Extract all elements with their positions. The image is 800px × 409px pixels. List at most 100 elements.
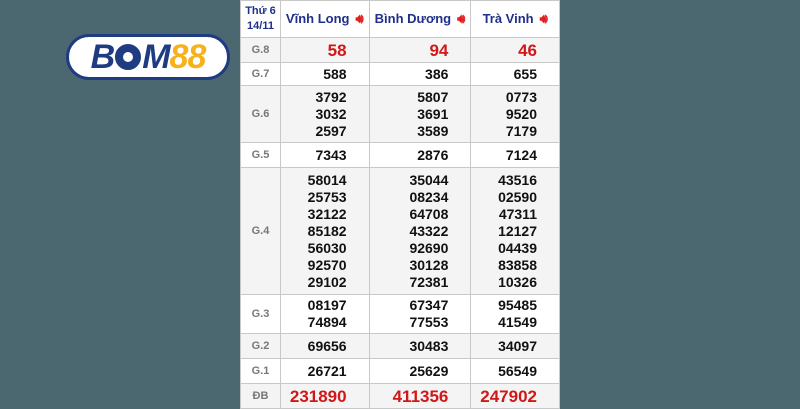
lottery-results-table: Thứ 6 14/11 Vĩnh Long 🔊︎ Bình Dương 🔊︎ Trà … xyxy=(240,0,560,409)
prize-number: 29102 xyxy=(307,273,347,290)
prize-cell: 231890 xyxy=(280,383,370,409)
table-row: G.3 08197 74894 67347 77553 95485 41549 xyxy=(240,294,560,334)
prize-number: 2876 xyxy=(417,146,449,163)
prize-number: 46 xyxy=(518,40,537,60)
prize-number: 30483 xyxy=(409,337,449,354)
province-binh-duong[interactable]: Bình Dương 🔊︎ xyxy=(368,0,472,38)
prize-number: 08197 xyxy=(307,297,347,313)
prize-cell: 58014 25753 32122 85182 56030 92570 29102 xyxy=(280,167,370,295)
prize-number: 34097 xyxy=(498,337,537,354)
prize-cell: 247902 xyxy=(470,383,560,409)
prize-number: 43516 xyxy=(498,171,537,188)
prize-number: 3589 xyxy=(417,122,449,139)
table-row: G.4 58014 25753 32122 85182 56030 92570 29102 35… xyxy=(240,167,560,295)
table-row: G.1 26721 25629 56549 xyxy=(240,358,560,384)
province-vinh-long[interactable]: Vĩnh Long 🔊︎ xyxy=(280,0,370,38)
province-tra-vinh[interactable]: Trà Vinh 🔊︎ xyxy=(470,0,560,38)
prize-cell: 08197 74894 xyxy=(280,294,370,334)
table-row: G.6 3792 3032 2597 5807 3691 3589 0773 9520 7179 xyxy=(240,85,560,143)
prize-number: 247902 xyxy=(480,386,537,406)
prize-number: 02590 xyxy=(498,188,537,205)
prize-number: 26721 xyxy=(307,362,347,379)
speaker-icon[interactable]: 🔊︎ xyxy=(355,11,364,26)
prize-label: G.8 xyxy=(240,37,281,63)
prize-number: 411356 xyxy=(392,386,449,406)
prize-cell: 58 xyxy=(280,37,370,63)
prize-number: 64708 xyxy=(409,205,449,222)
prize-number: 92690 xyxy=(409,239,449,256)
prize-cell: 34097 xyxy=(470,333,560,359)
prize-number: 7343 xyxy=(315,146,347,163)
prize-number: 67347 xyxy=(409,297,449,313)
prize-number: 08234 xyxy=(409,188,449,205)
prize-number: 386 xyxy=(425,65,449,82)
speaker-icon[interactable]: 🔊︎ xyxy=(457,11,466,26)
prize-label: ĐB xyxy=(240,383,281,409)
prize-cell: 30483 xyxy=(368,333,472,359)
prize-number: 2597 xyxy=(315,122,347,139)
prize-number: 3691 xyxy=(417,105,449,122)
prize-cell: 386 xyxy=(368,62,472,86)
table-row: G.8 58 94 46 xyxy=(240,37,560,63)
draw-date: Thứ 6 14/11 xyxy=(240,0,281,38)
prize-number: 94 xyxy=(429,40,449,60)
prize-label: G.7 xyxy=(240,62,281,86)
speaker-icon[interactable]: 🔊︎ xyxy=(539,11,548,26)
prize-cell: 95485 41549 xyxy=(470,294,560,334)
prize-cell: 35044 08234 64708 43322 92690 30128 72381 xyxy=(368,167,472,295)
prize-number: 41549 xyxy=(498,314,537,330)
prize-number: 0773 xyxy=(505,88,537,105)
prize-number: 92570 xyxy=(307,256,347,273)
prize-cell: 0773 9520 7179 xyxy=(470,85,560,143)
bom88-logo: B M 88 xyxy=(66,34,230,80)
soccer-ball-icon xyxy=(115,44,142,70)
prize-cell: 56549 xyxy=(470,358,560,384)
prize-number: 10326 xyxy=(498,273,537,290)
prize-cell: 69656 xyxy=(280,333,370,359)
prize-cell: 46 xyxy=(470,37,560,63)
table-row: ĐB 231890 411356 247902 xyxy=(240,383,560,409)
prize-number: 25629 xyxy=(409,362,449,379)
prize-number: 58 xyxy=(327,40,347,60)
prize-number: 25753 xyxy=(307,188,347,205)
prize-number: 231890 xyxy=(289,386,347,406)
prize-cell: 25629 xyxy=(368,358,472,384)
prize-cell: 7343 xyxy=(280,142,370,168)
prize-number: 3792 xyxy=(315,88,347,105)
prize-number: 85182 xyxy=(307,222,347,239)
prize-number: 30128 xyxy=(409,256,449,273)
prize-number: 77553 xyxy=(409,314,449,330)
prize-cell: 655 xyxy=(470,62,560,86)
prize-cell: 67347 77553 xyxy=(368,294,472,334)
prize-number: 69656 xyxy=(307,337,347,354)
prize-label: G.1 xyxy=(240,358,281,384)
prize-number: 56549 xyxy=(498,362,537,379)
table-row: G.7 588 386 655 xyxy=(240,62,560,86)
prize-number: 43322 xyxy=(409,222,449,239)
table-row: G.5 7343 2876 7124 xyxy=(240,142,560,168)
prize-number: 74894 xyxy=(307,314,347,330)
prize-cell: 7124 xyxy=(470,142,560,168)
prize-cell: 26721 xyxy=(280,358,370,384)
table-row: G.2 69656 30483 34097 xyxy=(240,333,560,359)
prize-cell: 588 xyxy=(280,62,370,86)
prize-cell: 3792 3032 2597 xyxy=(280,85,370,143)
prize-number: 83858 xyxy=(498,256,537,273)
prize-cell: 43516 02590 47311 12127 04439 83858 10326 xyxy=(470,167,560,295)
prize-number: 12127 xyxy=(498,222,537,239)
prize-label: G.4 xyxy=(240,167,281,295)
prize-number: 5807 xyxy=(417,88,449,105)
prize-number: 04439 xyxy=(498,239,537,256)
prize-number: 35044 xyxy=(409,171,449,188)
table-header: Thứ 6 14/11 Vĩnh Long 🔊︎ Bình Dương 🔊︎ Trà … xyxy=(240,0,560,38)
prize-cell: 2876 xyxy=(368,142,472,168)
prize-number: 47311 xyxy=(498,205,537,222)
prize-number: 7124 xyxy=(505,146,537,163)
prize-number: 32122 xyxy=(307,205,347,222)
prize-cell: 94 xyxy=(368,37,472,63)
prize-number: 7179 xyxy=(505,122,537,139)
prize-number: 72381 xyxy=(409,273,449,290)
prize-number: 56030 xyxy=(307,239,347,256)
prize-number: 9520 xyxy=(505,105,537,122)
prize-number: 95485 xyxy=(498,297,537,313)
